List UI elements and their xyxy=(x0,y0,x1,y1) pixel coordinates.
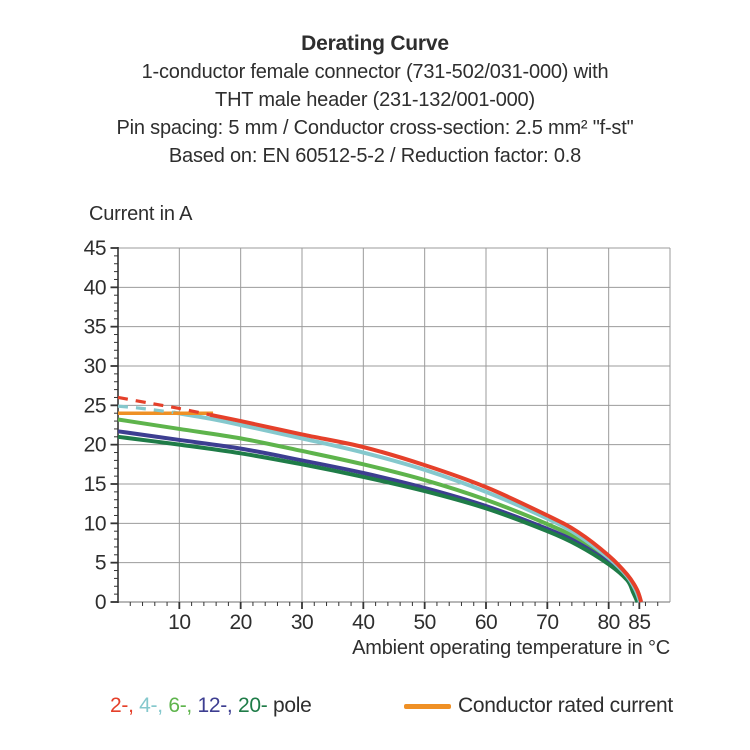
chart-title: Derating Curve xyxy=(301,32,449,55)
y-axis-title: Current in A xyxy=(89,203,193,225)
y-tick-label: 20 xyxy=(84,434,106,457)
y-tick-label: 10 xyxy=(84,512,106,535)
legend-pole-item-2pole: 2-, xyxy=(110,694,140,717)
x-tick-label: 80 xyxy=(597,611,619,634)
y-tick-label: 30 xyxy=(84,355,106,378)
x-tick-label: 60 xyxy=(475,611,497,634)
x-tick-label: 20 xyxy=(229,611,251,634)
x-tick-label: 50 xyxy=(413,611,435,634)
x-tick-label: 40 xyxy=(352,611,374,634)
y-tick-label: 0 xyxy=(95,591,106,614)
chart-subtitle-line-4: Based on: EN 60512-5-2 / Reduction facto… xyxy=(168,145,582,167)
rated-current-label: Conductor rated current xyxy=(458,694,673,717)
curve-2-pole-above-rated xyxy=(117,395,211,417)
y-tick-label: 45 xyxy=(84,237,106,260)
curve-2-pole xyxy=(209,412,644,603)
chart-header: Derating Curve 1-conductor female connec… xyxy=(0,30,750,170)
curve-4-pole-above-rated xyxy=(117,404,174,415)
rated-current-line-swatch xyxy=(404,703,451,709)
x-tick-label: 10 xyxy=(168,611,190,634)
curve-20-pole xyxy=(117,434,640,603)
legend-pole-suffix: pole xyxy=(267,694,312,717)
chart-subtitle-line-3: Pin spacing: 5 mm / Conductor cross-sect… xyxy=(116,117,634,139)
pole-count-legend: 2-, 4-, 6-, 12-, 20- pole xyxy=(110,694,312,718)
y-tick-label: 15 xyxy=(84,473,106,496)
y-tick-label: 5 xyxy=(95,552,106,575)
chart-subtitle-line-1: 1-conductor female connector (731-502/03… xyxy=(141,61,609,83)
y-tick-label: 25 xyxy=(84,394,106,417)
rated-current-legend: Conductor rated current xyxy=(404,694,673,718)
x-tick-label: 30 xyxy=(291,611,313,634)
x-axis-title: Ambient operating temperature in °C xyxy=(352,637,670,659)
y-tick-label: 35 xyxy=(84,316,106,339)
x-tick-label: 85 xyxy=(628,611,650,634)
x-tick-label: 70 xyxy=(536,611,558,634)
legend-pole-item-6pole: 6-, xyxy=(168,694,198,717)
chart-subtitle-line-2: THT male header (231-132/001-000) xyxy=(215,89,535,111)
legend-pole-item-12pole: 12-, xyxy=(197,694,238,717)
legend-pole-item-4pole: 4-, xyxy=(139,694,169,717)
y-tick-label: 40 xyxy=(84,276,106,299)
legend-pole-item-20pole: 20- xyxy=(238,694,268,717)
